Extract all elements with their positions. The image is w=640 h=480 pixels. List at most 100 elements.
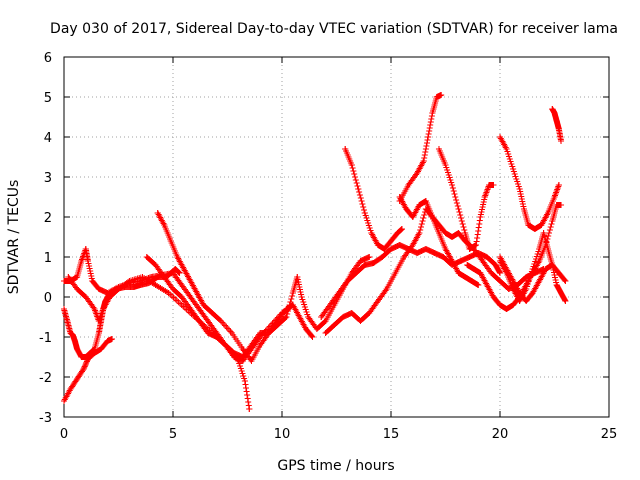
data-point [126,278,133,284]
data-point [348,310,355,316]
data-point [473,242,480,248]
data-point [544,246,551,252]
data-point [335,290,342,296]
data-point [204,318,211,324]
data-point [529,266,536,272]
data-point [61,306,67,312]
data-point [283,314,290,320]
data-point [74,346,81,352]
data-point [483,254,490,260]
series-arc-7 [342,146,405,252]
data-point [82,246,89,252]
data-point [455,206,462,212]
series-arc-17 [549,106,565,144]
data-point [82,294,89,300]
data-point [322,330,329,336]
data-point [420,158,427,164]
data-point [313,326,320,332]
data-point [394,230,401,236]
data-point [322,318,329,324]
data-point [69,332,76,338]
data-point [67,386,74,392]
data-point [422,198,429,204]
data-point [246,406,253,412]
data-point [529,290,536,296]
data-point [74,376,81,382]
data-point [161,274,168,280]
data-point [98,346,105,352]
data-point [78,258,85,264]
data-point [477,270,484,276]
data-point [470,266,477,272]
plot-frame [63,56,610,418]
data-point [562,278,569,284]
data-point [531,226,538,232]
data-point [558,138,565,144]
data-point [466,246,473,252]
data-point [414,170,421,176]
data-point [170,286,176,292]
data-point [464,262,471,268]
data-point [239,346,246,352]
data-point [196,306,203,312]
data-point [401,254,408,260]
data-point [479,258,486,264]
data-point [366,254,373,260]
data-point [302,326,309,332]
data-point [95,330,102,336]
data-point [374,298,381,304]
data-point [257,342,264,348]
data-point [468,278,475,284]
y-tick-label: -2 [39,371,52,386]
data-point [553,118,560,124]
data-point [416,202,423,208]
data-point [435,230,442,236]
data-point [536,278,543,284]
data-point [353,270,360,276]
data-point [449,182,456,188]
data-point [357,258,364,264]
data-point [154,210,161,216]
data-point [248,358,255,364]
data-point [106,294,113,300]
data-point [80,366,87,372]
data-layer [61,92,569,412]
data-point [425,134,432,140]
data-point [87,350,94,356]
data-point [483,282,490,288]
y-tick-label: 3 [44,171,52,186]
data-point [497,258,503,264]
data-point [84,258,91,264]
data-point [409,214,416,220]
data-point [357,318,364,324]
data-point [497,302,503,308]
data-point [388,246,394,252]
data-point [442,162,449,168]
data-point [167,238,174,244]
data-point [89,278,96,284]
data-point [340,314,347,320]
data-point [235,358,242,364]
data-point [503,306,510,312]
data-point [239,354,246,360]
data-point [433,94,440,100]
series-arc-10 [396,92,445,204]
data-point [549,106,556,112]
data-point [326,302,333,308]
data-point [396,194,403,200]
y-tick-label: 5 [44,91,52,106]
data-point [228,330,235,336]
data-point [161,222,168,228]
x-tick-label: 15 [383,427,400,442]
data-point [180,266,187,272]
data-point [355,186,362,192]
y-tick-label: 2 [44,211,52,226]
data-point [91,346,98,352]
data-point [248,342,255,348]
data-point [187,294,194,300]
data-point [176,270,183,276]
data-point [370,260,377,266]
data-point [549,218,556,224]
data-point [490,294,497,300]
